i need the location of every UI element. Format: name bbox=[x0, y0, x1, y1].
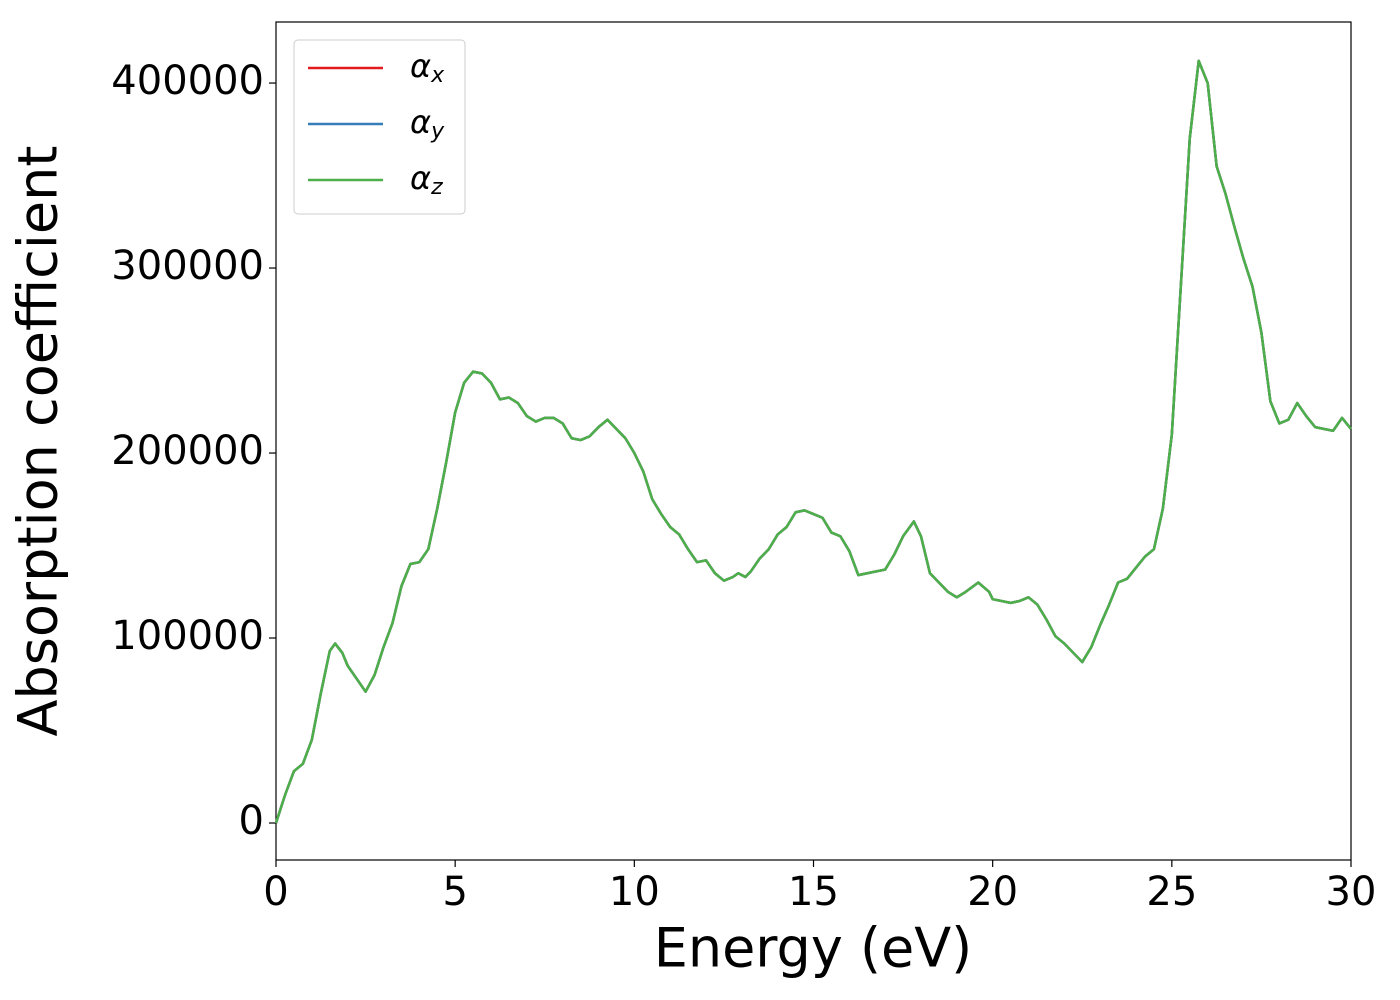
x-tick-label: 10 bbox=[609, 869, 660, 915]
x-tick-label: 15 bbox=[788, 869, 839, 915]
legend-label: αx bbox=[410, 47, 445, 88]
legend-label: αy bbox=[410, 103, 445, 144]
y-axis-label: Absorption coefficient bbox=[7, 146, 70, 737]
x-tick-label: 20 bbox=[967, 869, 1018, 915]
x-tick-label: 5 bbox=[442, 869, 467, 915]
y-tick-label: 100000 bbox=[111, 613, 264, 659]
x-tick-label: 25 bbox=[1146, 869, 1197, 915]
legend-box bbox=[293, 39, 466, 215]
x-tick-label: 0 bbox=[263, 869, 288, 915]
series-line bbox=[274, 59, 1352, 824]
legend-label: αz bbox=[410, 159, 443, 200]
y-tick-label: 300000 bbox=[111, 243, 264, 289]
y-tick-label: 200000 bbox=[111, 428, 264, 474]
x-tick-label: 30 bbox=[1326, 869, 1377, 915]
x-axis-label: Energy (eV) bbox=[654, 917, 973, 980]
y-tick-label: 400000 bbox=[111, 58, 264, 104]
y-tick-label: 0 bbox=[239, 798, 264, 844]
